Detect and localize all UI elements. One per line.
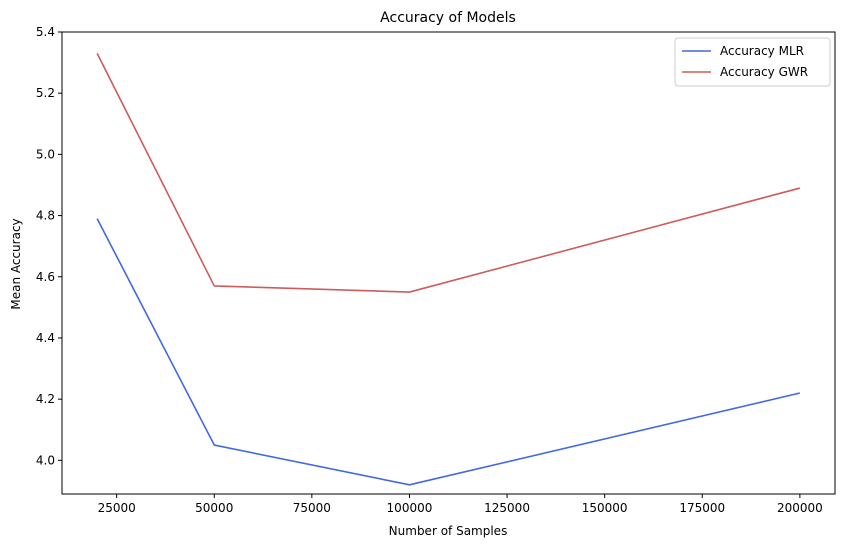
- legend: Accuracy MLR Accuracy GWR: [674, 37, 831, 87]
- x-tick-label: 200000: [777, 501, 823, 515]
- series-line-2: [96, 53, 801, 293]
- legend-label: Accuracy MLR: [720, 44, 804, 58]
- y-tick-label: 4.0: [36, 453, 55, 467]
- y-axis-label: Mean Accuracy: [9, 218, 23, 309]
- y-tick-label: 4.4: [36, 331, 55, 345]
- y-tick-label: 5.0: [36, 147, 55, 161]
- chart-title: Accuracy of Models: [380, 10, 516, 26]
- legend-box: [674, 37, 831, 87]
- x-axis-label: Number of Samples: [389, 524, 508, 538]
- x-tick-label: 50000: [195, 501, 233, 515]
- y-tick-label: 5.4: [36, 25, 55, 39]
- y-tick-label: 4.6: [36, 270, 55, 284]
- legend-label: Accuracy GWR: [720, 65, 808, 79]
- x-tick-label: 150000: [582, 501, 628, 515]
- x-tick-label: 25000: [98, 501, 136, 515]
- plot-frame: [61, 31, 836, 495]
- x-tick-label: 75000: [293, 501, 331, 515]
- x-tick-label: 100000: [387, 501, 433, 515]
- plot-area: 25000 50000 75000 100000 125000 150000 175000 2…: [36, 25, 836, 515]
- x-tick-label: 175000: [679, 501, 725, 515]
- x-tick-label: 125000: [484, 501, 530, 515]
- y-tick-label: 5.2: [36, 86, 55, 100]
- y-tick-label: 4.8: [36, 209, 55, 223]
- y-tick-label: 4.2: [36, 392, 55, 406]
- series-line-1: [96, 218, 801, 486]
